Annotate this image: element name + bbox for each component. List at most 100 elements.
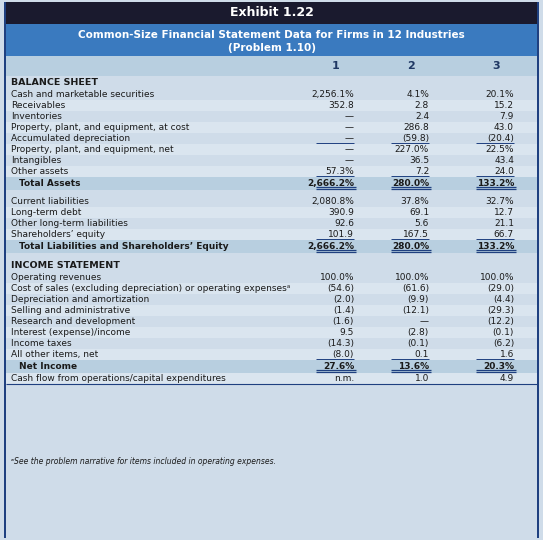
Text: (6.2): (6.2): [493, 339, 514, 348]
Bar: [6, 144, 537, 155]
Text: n.m.: n.m.: [334, 374, 354, 383]
Text: Total Assets: Total Assets: [19, 179, 80, 188]
Text: Net Income: Net Income: [19, 362, 77, 371]
Text: 2,666.2%: 2,666.2%: [307, 179, 354, 188]
Text: 1.0: 1.0: [415, 374, 429, 383]
Text: —: —: [345, 134, 354, 143]
Text: 280.0%: 280.0%: [392, 242, 429, 251]
Text: 21.1: 21.1: [494, 219, 514, 228]
Text: Common-Size Financial Statement Data for Firms in 12 Industries: Common-Size Financial Statement Data for…: [78, 30, 465, 40]
Text: 133.2%: 133.2%: [477, 242, 514, 251]
Text: —: —: [345, 123, 354, 132]
Text: Property, plant, and equipment, at cost: Property, plant, and equipment, at cost: [11, 123, 190, 132]
Text: 37.8%: 37.8%: [400, 197, 429, 206]
Text: 4.1%: 4.1%: [406, 90, 429, 99]
Text: (59.8): (59.8): [402, 134, 429, 143]
Text: 27.6%: 27.6%: [323, 362, 354, 371]
Bar: [6, 166, 537, 177]
Bar: [6, 207, 537, 218]
Text: Property, plant, and equipment, net: Property, plant, and equipment, net: [11, 145, 174, 154]
Text: Shareholders’ equity: Shareholders’ equity: [11, 230, 105, 239]
Text: 66.7: 66.7: [494, 230, 514, 239]
Text: 4.9: 4.9: [500, 374, 514, 383]
Text: INCOME STATEMENT: INCOME STATEMENT: [11, 261, 120, 270]
Text: 15.2: 15.2: [494, 101, 514, 110]
Text: Cost of sales (excluding depreciation) or operating expensesᵃ: Cost of sales (excluding depreciation) o…: [11, 284, 291, 293]
Bar: [6, 229, 537, 240]
Text: 2: 2: [407, 61, 415, 71]
Bar: [6, 196, 537, 207]
Bar: [6, 327, 537, 338]
Text: Cash flow from operations/capital expenditures: Cash flow from operations/capital expend…: [11, 374, 226, 383]
Text: (8.0): (8.0): [333, 350, 354, 359]
Bar: [6, 155, 537, 166]
Text: 5.6: 5.6: [415, 219, 429, 228]
Text: 20.1%: 20.1%: [485, 90, 514, 99]
Bar: [6, 349, 537, 360]
Text: 2,080.8%: 2,080.8%: [311, 197, 354, 206]
Text: 280.0%: 280.0%: [392, 179, 429, 188]
Text: Receivables: Receivables: [11, 101, 65, 110]
Text: Other assets: Other assets: [11, 167, 68, 176]
Text: 352.8: 352.8: [329, 101, 354, 110]
Bar: [6, 360, 537, 373]
Text: 100.0%: 100.0%: [395, 273, 429, 282]
Bar: [6, 24, 537, 56]
Text: (4.4): (4.4): [493, 295, 514, 304]
Text: (54.6): (54.6): [327, 284, 354, 293]
Text: Operating revenues: Operating revenues: [11, 273, 101, 282]
Text: BALANCE SHEET: BALANCE SHEET: [11, 78, 98, 87]
Text: Exhibit 1.22: Exhibit 1.22: [230, 6, 313, 19]
Text: 24.0: 24.0: [494, 167, 514, 176]
Text: 7.9: 7.9: [500, 112, 514, 121]
Text: Intangibles: Intangibles: [11, 156, 61, 165]
Text: 9.5: 9.5: [339, 328, 354, 337]
Bar: [6, 338, 537, 349]
Bar: [6, 190, 537, 196]
Bar: [6, 384, 537, 538]
Bar: [6, 122, 537, 133]
Bar: [6, 373, 537, 384]
Text: 101.9: 101.9: [328, 230, 354, 239]
Text: —: —: [345, 112, 354, 121]
Text: 2.4: 2.4: [415, 112, 429, 121]
Bar: [6, 2, 537, 24]
Text: 286.8: 286.8: [403, 123, 429, 132]
Text: (0.1): (0.1): [493, 328, 514, 337]
Text: 227.0%: 227.0%: [395, 145, 429, 154]
Bar: [6, 111, 537, 122]
Text: 20.3%: 20.3%: [483, 362, 514, 371]
Text: 43.0: 43.0: [494, 123, 514, 132]
Text: Inventories: Inventories: [11, 112, 62, 121]
Bar: [6, 283, 537, 294]
Text: 22.5%: 22.5%: [485, 145, 514, 154]
Text: 92.6: 92.6: [334, 219, 354, 228]
Text: 2.8: 2.8: [415, 101, 429, 110]
Text: 32.7%: 32.7%: [485, 197, 514, 206]
Text: 2,666.2%: 2,666.2%: [307, 242, 354, 251]
Text: (12.2): (12.2): [487, 317, 514, 326]
Text: 167.5: 167.5: [403, 230, 429, 239]
Text: 7.2: 7.2: [415, 167, 429, 176]
Text: ᵃSee the problem narrative for items included in operating expenses.: ᵃSee the problem narrative for items inc…: [11, 456, 276, 465]
Bar: [6, 218, 537, 229]
Text: (1.6): (1.6): [333, 317, 354, 326]
Text: 0.1: 0.1: [415, 350, 429, 359]
Bar: [6, 56, 537, 76]
Bar: [6, 316, 537, 327]
Text: 13.6%: 13.6%: [398, 362, 429, 371]
Bar: [6, 89, 537, 100]
Text: —: —: [345, 156, 354, 165]
Text: Income taxes: Income taxes: [11, 339, 72, 348]
Text: Accumulated depreciation: Accumulated depreciation: [11, 134, 130, 143]
Bar: [6, 305, 537, 316]
Bar: [6, 253, 537, 259]
Text: 3: 3: [492, 61, 500, 71]
Text: (14.3): (14.3): [327, 339, 354, 348]
Bar: [6, 133, 537, 144]
Text: (20.4): (20.4): [487, 134, 514, 143]
Text: (2.8): (2.8): [408, 328, 429, 337]
Text: (1.4): (1.4): [333, 306, 354, 315]
Text: All other items, net: All other items, net: [11, 350, 98, 359]
Text: Depreciation and amortization: Depreciation and amortization: [11, 295, 149, 304]
